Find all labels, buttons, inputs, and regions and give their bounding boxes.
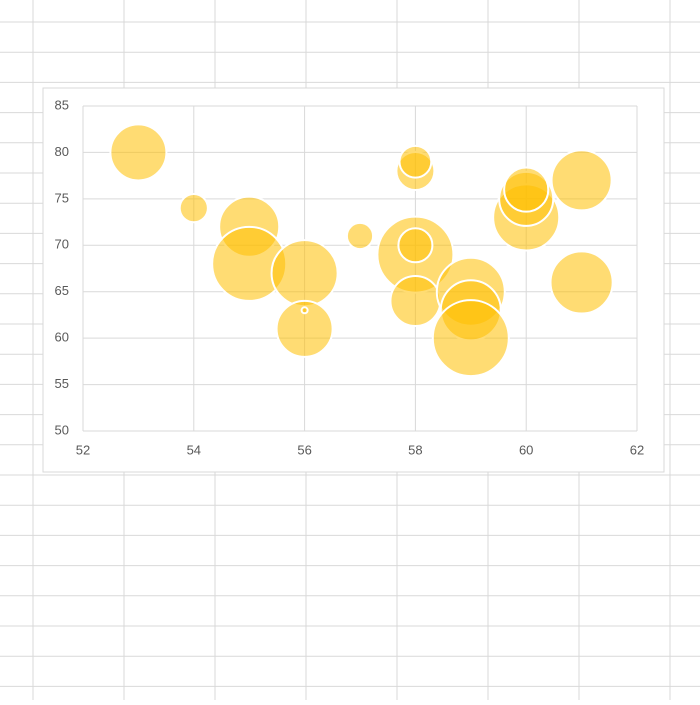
bubble	[345, 221, 375, 251]
y-tick-label: 80	[55, 144, 69, 159]
bubble	[300, 306, 309, 315]
y-tick-label: 70	[55, 237, 69, 252]
bubble	[275, 299, 334, 358]
y-tick-label: 60	[55, 330, 69, 345]
bubble	[178, 193, 209, 224]
bubble	[397, 227, 434, 264]
x-tick-label: 58	[408, 442, 422, 457]
bubble	[431, 299, 510, 378]
x-tick-label: 52	[76, 442, 90, 457]
bubble	[270, 239, 339, 308]
y-tick-label: 85	[55, 97, 69, 112]
bubble	[503, 166, 550, 213]
y-tick-label: 55	[55, 376, 69, 391]
bubble	[550, 149, 613, 212]
x-tick-label: 60	[519, 442, 533, 457]
x-tick-label: 54	[187, 442, 201, 457]
bubble	[549, 250, 614, 315]
y-tick-label: 65	[55, 283, 69, 298]
bubble	[109, 123, 168, 182]
y-tick-label: 75	[55, 190, 69, 205]
x-tick-label: 62	[630, 442, 644, 457]
y-tick-label: 50	[55, 422, 69, 437]
bubble	[389, 275, 442, 327]
bubble	[398, 144, 433, 179]
x-tick-label: 56	[297, 442, 311, 457]
